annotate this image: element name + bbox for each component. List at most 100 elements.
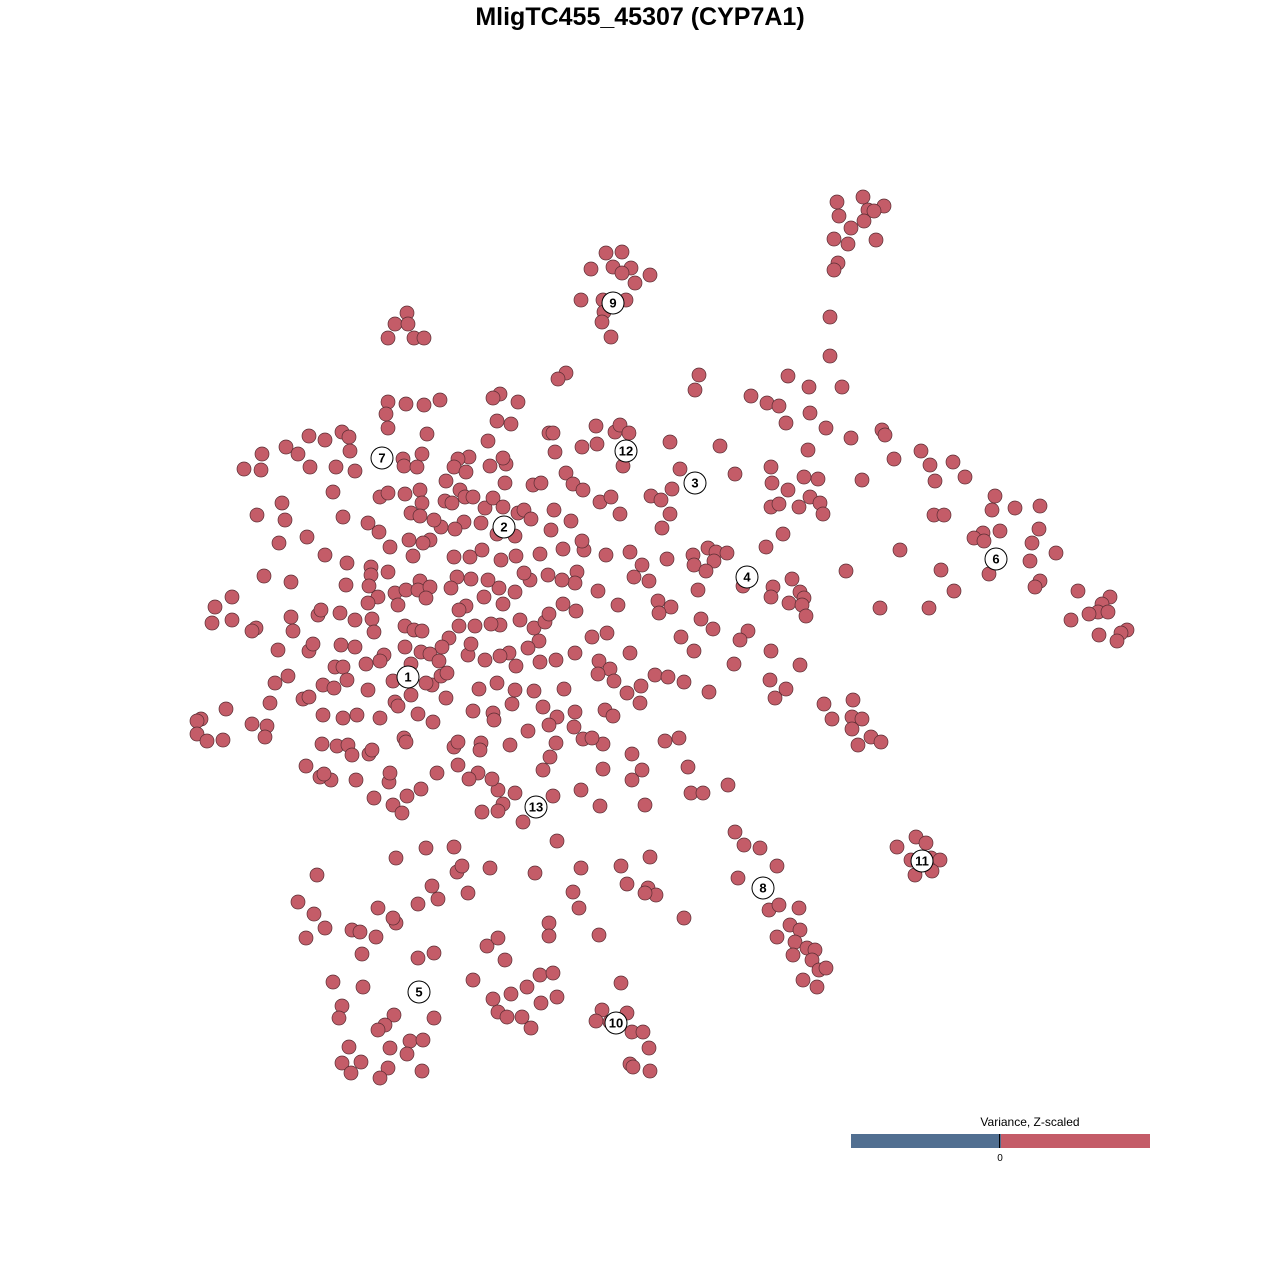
data-point bbox=[889, 839, 905, 855]
data-point bbox=[574, 439, 590, 455]
data-point bbox=[339, 672, 355, 688]
data-point bbox=[854, 472, 870, 488]
data-point bbox=[610, 597, 626, 613]
data-point bbox=[850, 737, 866, 753]
data-point bbox=[224, 589, 240, 605]
data-point bbox=[541, 915, 557, 931]
data-point bbox=[771, 398, 787, 414]
data-point bbox=[545, 788, 561, 804]
data-point bbox=[199, 733, 215, 749]
data-point bbox=[309, 867, 325, 883]
data-point bbox=[415, 535, 431, 551]
data-point bbox=[671, 730, 687, 746]
data-point bbox=[257, 729, 273, 745]
data-point bbox=[438, 473, 454, 489]
data-point bbox=[558, 465, 574, 481]
data-point bbox=[347, 612, 363, 628]
data-point bbox=[418, 590, 434, 606]
data-point bbox=[450, 757, 466, 773]
data-point bbox=[1063, 612, 1079, 628]
data-point bbox=[465, 489, 481, 505]
data-point bbox=[414, 623, 430, 639]
data-point bbox=[606, 673, 622, 689]
data-point bbox=[382, 539, 398, 555]
data-point bbox=[313, 602, 329, 618]
data-point bbox=[548, 652, 564, 668]
data-point bbox=[325, 484, 341, 500]
data-point bbox=[780, 368, 796, 384]
data-point bbox=[792, 657, 808, 673]
data-point bbox=[743, 388, 759, 404]
data-point bbox=[485, 390, 501, 406]
data-point bbox=[335, 509, 351, 525]
data-point bbox=[614, 244, 630, 260]
data-point bbox=[992, 523, 1008, 539]
data-point bbox=[565, 884, 581, 900]
data-point bbox=[474, 804, 490, 820]
data-point bbox=[467, 618, 483, 634]
data-point bbox=[550, 371, 566, 387]
data-point bbox=[477, 500, 493, 516]
data-point bbox=[397, 639, 413, 655]
data-point bbox=[892, 542, 908, 558]
data-point bbox=[641, 1040, 657, 1056]
data-point bbox=[516, 565, 532, 581]
data-point bbox=[331, 1010, 347, 1026]
cluster-label-circle bbox=[751, 876, 775, 900]
data-point bbox=[987, 488, 1003, 504]
data-point bbox=[491, 580, 507, 596]
data-point bbox=[394, 805, 410, 821]
data-point bbox=[624, 746, 640, 762]
data-point bbox=[347, 639, 363, 655]
data-point bbox=[424, 878, 440, 894]
data-point bbox=[1048, 545, 1064, 561]
data-point bbox=[603, 489, 619, 505]
legend-zero-tick bbox=[999, 1134, 1000, 1148]
data-point bbox=[527, 865, 543, 881]
data-point bbox=[591, 927, 607, 943]
data-point bbox=[877, 427, 893, 443]
data-point bbox=[358, 656, 374, 672]
data-point bbox=[399, 1046, 415, 1062]
data-point bbox=[339, 555, 355, 571]
data-point bbox=[705, 621, 721, 637]
data-point bbox=[690, 582, 706, 598]
data-point bbox=[380, 1060, 396, 1076]
data-point bbox=[409, 459, 425, 475]
data-point bbox=[382, 765, 398, 781]
data-point bbox=[625, 1059, 641, 1075]
data-point bbox=[1031, 521, 1047, 537]
data-point bbox=[822, 309, 838, 325]
data-point bbox=[477, 652, 493, 668]
data-point bbox=[458, 464, 474, 480]
data-point bbox=[913, 443, 929, 459]
data-point bbox=[482, 860, 498, 876]
data-point bbox=[763, 589, 779, 605]
data-point bbox=[412, 482, 428, 498]
data-point bbox=[253, 462, 269, 478]
data-point bbox=[430, 891, 446, 907]
data-point bbox=[301, 428, 317, 444]
data-point bbox=[598, 245, 614, 261]
data-point bbox=[549, 989, 565, 1005]
data-point bbox=[397, 486, 413, 502]
data-point bbox=[280, 668, 296, 684]
data-point bbox=[508, 548, 524, 564]
data-point bbox=[370, 900, 386, 916]
data-point bbox=[497, 952, 513, 968]
data-point bbox=[342, 443, 358, 459]
data-point bbox=[465, 703, 481, 719]
data-point bbox=[801, 379, 817, 395]
data-point bbox=[398, 734, 414, 750]
data-point bbox=[189, 726, 205, 742]
data-point bbox=[382, 1040, 398, 1056]
data-point bbox=[829, 194, 845, 210]
data-point bbox=[809, 979, 825, 995]
data-point bbox=[662, 434, 678, 450]
data-point bbox=[922, 457, 938, 473]
cluster-label-4: 4 bbox=[735, 565, 759, 589]
data-point bbox=[479, 938, 495, 954]
cluster-label-11: 11 bbox=[910, 849, 934, 873]
data-point bbox=[603, 329, 619, 345]
data-point bbox=[574, 533, 590, 549]
